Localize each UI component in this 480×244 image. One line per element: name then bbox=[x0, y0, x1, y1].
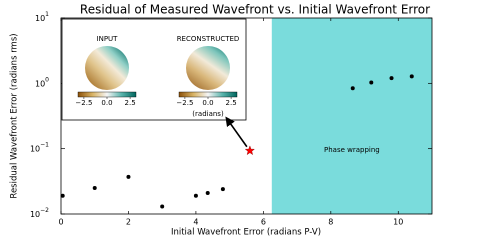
x-tick-label: 6 bbox=[261, 218, 266, 227]
highlight-point bbox=[244, 145, 255, 156]
data-point bbox=[92, 186, 97, 191]
wavefront-image bbox=[186, 46, 230, 90]
x-tick-label: 4 bbox=[193, 218, 198, 227]
x-tick-label: 2 bbox=[126, 218, 131, 227]
data-point bbox=[205, 190, 210, 195]
x-tick-label: 8 bbox=[328, 218, 333, 227]
y-tick-exponent: −1 bbox=[40, 141, 49, 148]
colorbar-tick-label: 0.0 bbox=[101, 99, 112, 107]
colorbar-tick-label: 2.5 bbox=[125, 99, 136, 107]
colorbar-tick-label: −2.5 bbox=[176, 99, 193, 107]
colorbar-tick-label: 2.5 bbox=[226, 99, 237, 107]
inset-arrow bbox=[225, 116, 248, 148]
region-label: Phase wrapping bbox=[324, 146, 380, 154]
y-tick-exponent: −2 bbox=[40, 207, 49, 214]
y-tick-base: 10 bbox=[30, 210, 40, 219]
panel-title: RECONSTRUCTED bbox=[177, 35, 240, 43]
x-tick-label: 10 bbox=[393, 218, 403, 227]
data-point bbox=[160, 204, 165, 209]
x-axis-label: Initial Wavefront Error (radians P-V) bbox=[171, 228, 321, 238]
colorbar bbox=[77, 91, 137, 98]
shaded-region bbox=[271, 18, 432, 214]
y-tick-label: 10−2 bbox=[30, 207, 49, 219]
y-tick-base: 10 bbox=[30, 144, 40, 153]
wavefront-image bbox=[85, 46, 129, 90]
y-axis-label: Residual Wavefront Error (radians rms) bbox=[10, 33, 20, 198]
axes-frame bbox=[60, 17, 433, 215]
y-tick-exponent: 0 bbox=[45, 76, 49, 83]
y-tick-exponent: 1 bbox=[45, 11, 49, 18]
y-tick-base: 10 bbox=[35, 79, 45, 88]
colorbar-label: (radians) bbox=[192, 110, 224, 118]
data-point bbox=[220, 187, 225, 192]
y-tick-label: 100 bbox=[35, 76, 49, 88]
data-point bbox=[350, 86, 355, 91]
data-point bbox=[409, 74, 414, 79]
data-point bbox=[60, 193, 65, 198]
panel-title: INPUT bbox=[97, 35, 119, 43]
chart-title: Residual of Measured Wavefront vs. Initi… bbox=[80, 3, 430, 17]
x-tick-label: 0 bbox=[58, 218, 63, 227]
y-tick-label: 10−1 bbox=[30, 141, 49, 153]
colorbar-tick-label: −2.5 bbox=[75, 99, 92, 107]
colorbar-tick-label: 0.0 bbox=[202, 99, 213, 107]
data-point bbox=[193, 193, 198, 198]
colorbar bbox=[178, 91, 238, 98]
y-tick-label: 101 bbox=[35, 11, 49, 23]
data-point bbox=[369, 80, 374, 85]
data-point bbox=[126, 174, 131, 179]
data-point bbox=[389, 76, 394, 81]
y-tick-base: 10 bbox=[35, 14, 45, 23]
